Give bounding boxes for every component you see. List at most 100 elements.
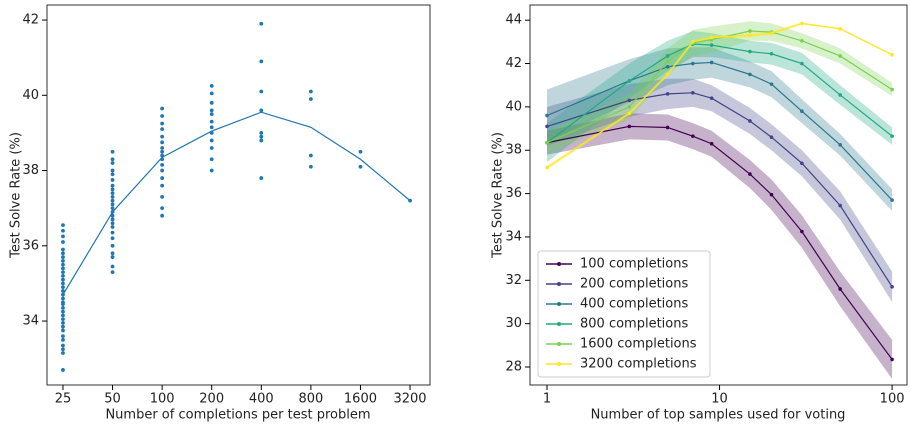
point (358, 149, 363, 154)
series-point (800, 61, 804, 66)
point (61, 258, 65, 263)
point (110, 178, 115, 182)
series-line (546, 43, 893, 144)
series-point (545, 165, 549, 170)
point (61, 251, 65, 256)
series-point (890, 134, 894, 138)
point (61, 262, 65, 267)
point (110, 157, 115, 162)
series-point (769, 82, 774, 86)
point (110, 236, 115, 241)
y-tick-label: 36 (505, 186, 522, 201)
point (61, 324, 65, 329)
point (209, 83, 214, 88)
series-point (890, 53, 894, 57)
series-line (546, 61, 893, 201)
point (61, 277, 65, 282)
legend-marker (557, 362, 561, 366)
left-plot-frame (46, 4, 431, 386)
series-point (627, 79, 632, 83)
legend-label: 800 completions (580, 317, 688, 332)
point (110, 206, 115, 211)
point (259, 131, 264, 135)
series-line (546, 125, 893, 360)
series-point (545, 124, 549, 129)
point (160, 163, 165, 167)
y-tick-label: 44 (505, 13, 522, 28)
series-point (627, 111, 632, 116)
point (61, 351, 65, 355)
series-point (709, 96, 714, 101)
series-point (665, 92, 670, 96)
point (209, 108, 214, 113)
legend-label: 1600 completions (580, 337, 697, 352)
series-point (769, 51, 774, 56)
series-point (545, 140, 549, 145)
point (259, 108, 264, 113)
point (61, 321, 65, 325)
series-point (691, 134, 695, 138)
series-point (627, 124, 632, 129)
legend-marker (557, 322, 561, 326)
legend-label: 200 completions (580, 277, 688, 292)
series-point (890, 285, 894, 289)
point (160, 134, 165, 139)
series-point (709, 43, 714, 47)
point (160, 121, 165, 126)
point (110, 172, 115, 177)
point (160, 194, 165, 199)
point (160, 176, 165, 180)
series-point (769, 31, 774, 35)
series-point (838, 54, 842, 58)
series-point (691, 61, 695, 66)
series-point (838, 93, 842, 97)
series-point (545, 113, 549, 118)
point (259, 21, 264, 26)
point (61, 285, 65, 290)
point (110, 255, 115, 259)
series-point (627, 105, 632, 109)
point (209, 125, 214, 130)
point (259, 59, 264, 64)
point (110, 217, 115, 222)
point (61, 247, 65, 252)
point (160, 127, 165, 132)
point (160, 140, 165, 145)
series-point (748, 29, 752, 33)
y-tick-label: 32 (505, 273, 522, 288)
point (160, 183, 165, 188)
point (259, 176, 264, 180)
x-tick-label: 25 (55, 392, 72, 407)
point (110, 202, 115, 207)
point (160, 206, 165, 211)
point (110, 194, 115, 199)
legend-label: 3200 completions (580, 357, 697, 372)
x-tick-label: 800 (298, 392, 323, 407)
x-tick-label: 10 (711, 392, 728, 407)
series-point (665, 59, 670, 64)
point (61, 228, 65, 233)
series-point (627, 98, 632, 103)
series-point (800, 229, 804, 234)
point (308, 97, 313, 101)
y-tick-label: 34 (505, 229, 522, 244)
series-point (838, 203, 842, 208)
y-tick-label: 38 (505, 143, 522, 158)
series-point (748, 172, 752, 176)
confidence-band (547, 113, 893, 379)
point (61, 334, 65, 338)
point (61, 343, 65, 348)
series-point (800, 161, 804, 166)
point (358, 164, 363, 169)
point (61, 300, 65, 305)
series-point (800, 38, 804, 43)
legend-marker (557, 282, 561, 286)
point (160, 168, 165, 173)
point (110, 213, 115, 218)
point (110, 191, 115, 196)
point (160, 149, 165, 154)
y-tick-label: 34 (22, 314, 39, 329)
series-line (546, 30, 893, 144)
